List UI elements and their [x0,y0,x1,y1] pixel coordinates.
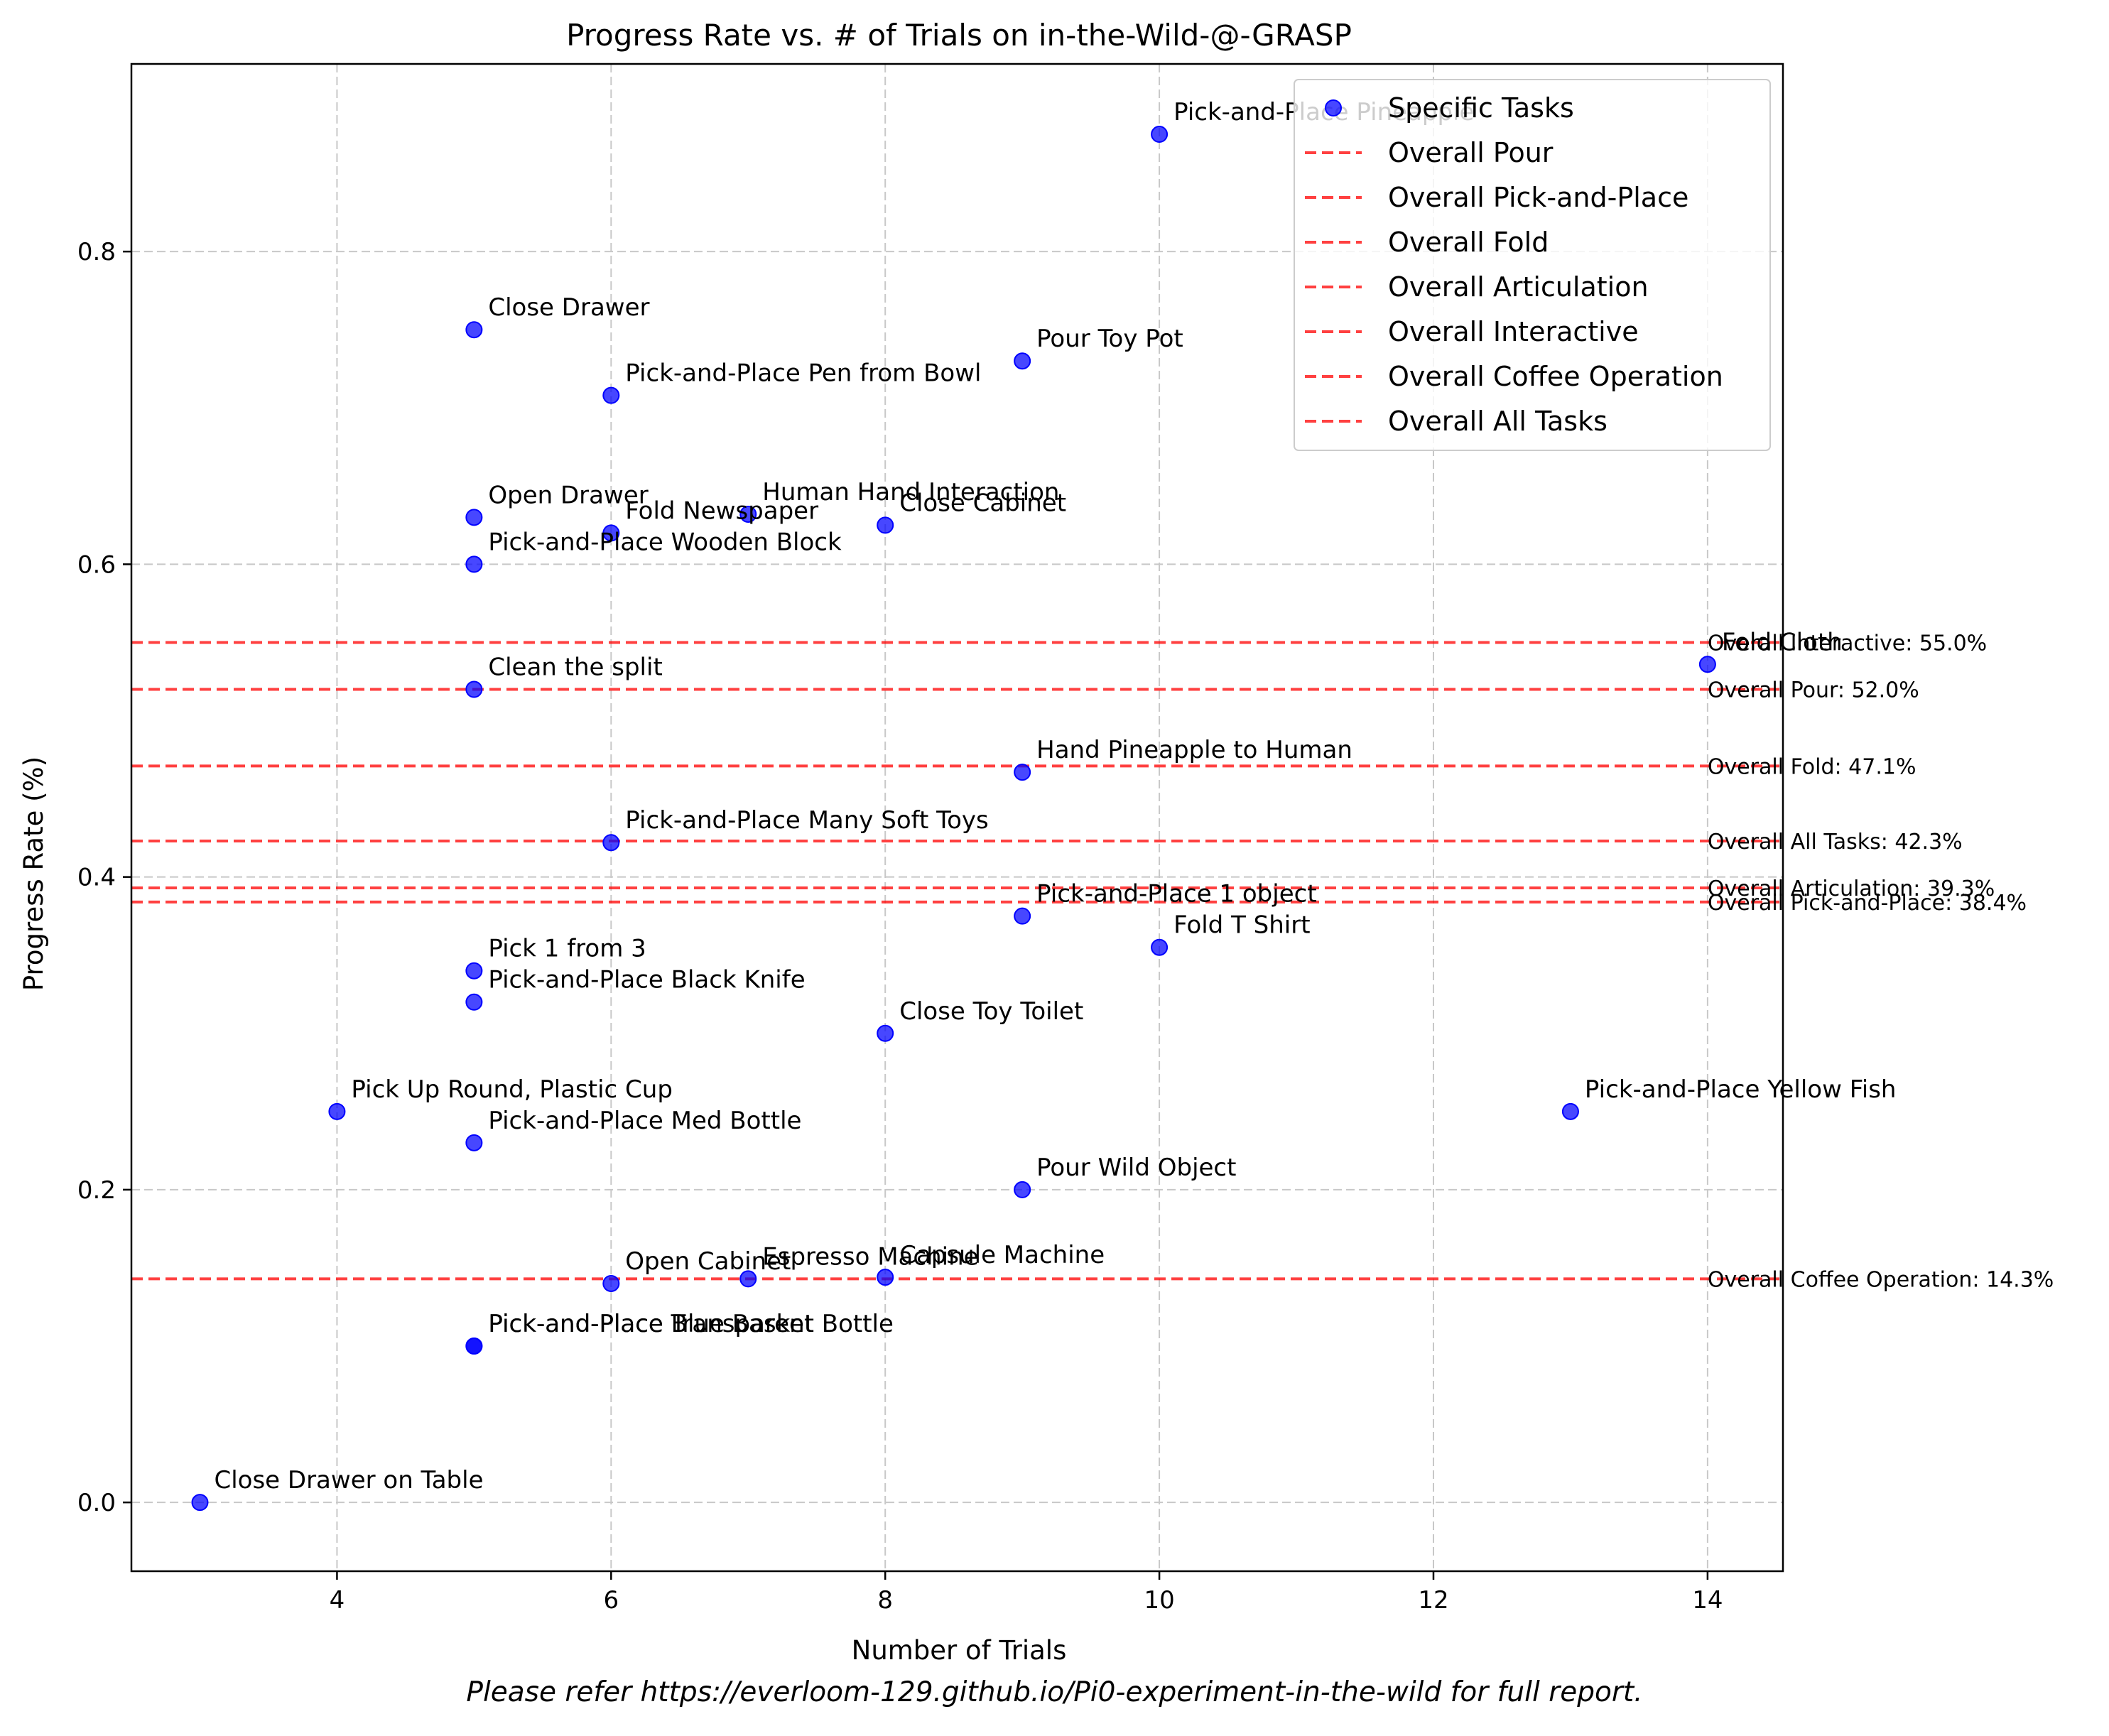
data-point [1561,1102,1579,1120]
data-point-label: Capsule Machine [899,1241,1105,1269]
reference-line-annotation: Overall Articulation: 39.3% [1708,877,1995,901]
y-tick-label: 0.6 [77,550,116,579]
data-point-label: Pick 1 from 3 [488,935,646,963]
data-point [465,680,483,698]
legend-label: Overall Fold [1388,227,1549,258]
x-axis-label: Number of Trials [852,1635,1067,1666]
data-point [465,321,483,339]
data-point [1014,764,1031,781]
data-point-label: Human Hand Interaction [762,478,1059,506]
data-point [1014,1181,1031,1198]
reference-line-annotation: Overall All Tasks: 42.3% [1708,830,1963,855]
reference-line-annotation: Overall Pour: 52.0% [1708,678,1919,702]
x-tick-label: 6 [603,1586,619,1615]
data-point [602,834,620,852]
data-point-label: Espresso Machine [762,1242,978,1271]
y-axis-ticks: 0.0 0.2 0.4 0.6 0.8 [77,238,131,1517]
legend-label: Overall Pick-and-Place [1388,182,1688,213]
data-point-label: Close Drawer on Table [214,1466,483,1494]
data-point [465,993,483,1011]
footnote: Please refer https://everloom-129.github… [466,1676,1643,1708]
legend-marker [1325,99,1342,116]
data-point [739,1270,757,1288]
data-point [465,555,483,573]
data-point-label: Close Cabinet [899,489,1066,517]
data-point-label: Clean the split [488,653,662,681]
data-point-label: Pour Wild Object [1036,1154,1236,1182]
data-point-label: Pick-and-Place Wooden Block [488,528,842,556]
data-point [465,1338,483,1355]
data-point-label: Open Drawer [488,481,648,509]
data-point-label: Fold Newspaper [625,497,818,525]
data-point-label: Pick-and-Place 1 object [1036,880,1317,908]
data-point-label: Pick-and-Place Yellow Fish [1585,1075,1897,1104]
legend-box [1294,79,1771,451]
legend-label: Overall Articulation [1388,271,1649,303]
data-point [1151,938,1169,956]
data-point-label: Close Toy Toilet [899,997,1083,1026]
x-tick-label: 8 [877,1586,893,1615]
data-point-label: Close Drawer [488,293,649,322]
legend: Specific Tasks Overall Pour Overall Pick-a… [1294,79,1771,451]
reference-line-annotation: Overall Fold: 47.1% [1708,754,1916,779]
data-point-label: Fold T Shirt [1173,911,1310,940]
y-tick-label: 0.2 [77,1176,116,1205]
reference-line-annotation: Overall Interactive: 55.0% [1708,631,1987,656]
data-point [465,509,483,526]
x-tick-label: 10 [1144,1586,1174,1615]
x-tick-label: 4 [330,1586,345,1615]
data-point [465,962,483,980]
data-point [602,524,620,542]
legend-label: Overall Pour [1388,137,1554,168]
y-tick-label: 0.4 [77,864,116,892]
data-point-label: Pick Up Round, Plastic Cup [351,1075,673,1104]
grid-lines [131,64,1783,1571]
x-tick-label: 12 [1418,1586,1448,1615]
data-point-label: Pick-and-Place Many Soft Toys [625,806,988,835]
x-tick-label: 14 [1692,1586,1723,1615]
y-tick-label: 0.0 [77,1489,116,1517]
data-point [1698,656,1716,673]
data-point-label: Pick-and-Place Black Knife [488,966,805,994]
chart-title: Progress Rate vs. # of Trials on in-the-… [566,18,1352,53]
reference-line-labels: Overall Pour: 52.0% Overall Pick-and-Plac… [1708,631,2054,1292]
legend-label: Overall Coffee Operation [1388,361,1723,392]
reference-line-annotation: Overall Coffee Operation: 14.3% [1708,1267,2054,1292]
legend-label: Overall All Tasks [1388,406,1607,437]
data-point [877,1024,894,1042]
data-point [877,1269,894,1286]
x-axis-ticks: 4 6 8 10 12 14 [330,1571,1723,1615]
data-point-label: Open Cabinet [625,1247,791,1276]
data-point-label: Pick-and-Place Med Bottle [488,1107,801,1135]
legend-label: Specific Tasks [1388,92,1574,124]
data-point-label: Pick-and-Place Transparent Bottle [488,1310,894,1338]
y-axis-label: Progress Rate (%) [18,756,49,991]
data-point [602,1274,620,1292]
data-point [602,386,620,404]
data-point [739,505,757,523]
data-point [191,1494,209,1512]
data-point-label: Pick-and-Place Pen from Bowl [625,359,981,388]
legend-label: Overall Interactive [1388,316,1639,347]
data-point-label: Pour Toy Pot [1036,325,1183,353]
data-point [465,1134,483,1151]
data-points [191,126,1716,1512]
data-point [877,516,894,534]
data-point-label: Hand Pineapple to Human [1036,736,1352,764]
reference-line-annotation: Overall Pick-and-Place: 38.4% [1708,891,2027,916]
plot-area-frame [130,63,1784,1573]
reference-lines [131,641,1783,1281]
data-point [328,1102,346,1120]
data-point [1014,352,1031,370]
data-point-label: Pick-and-Place Blue Basket [488,1310,813,1338]
data-point [1151,126,1169,143]
data-point [1014,907,1031,925]
y-tick-label: 0.8 [77,238,116,266]
